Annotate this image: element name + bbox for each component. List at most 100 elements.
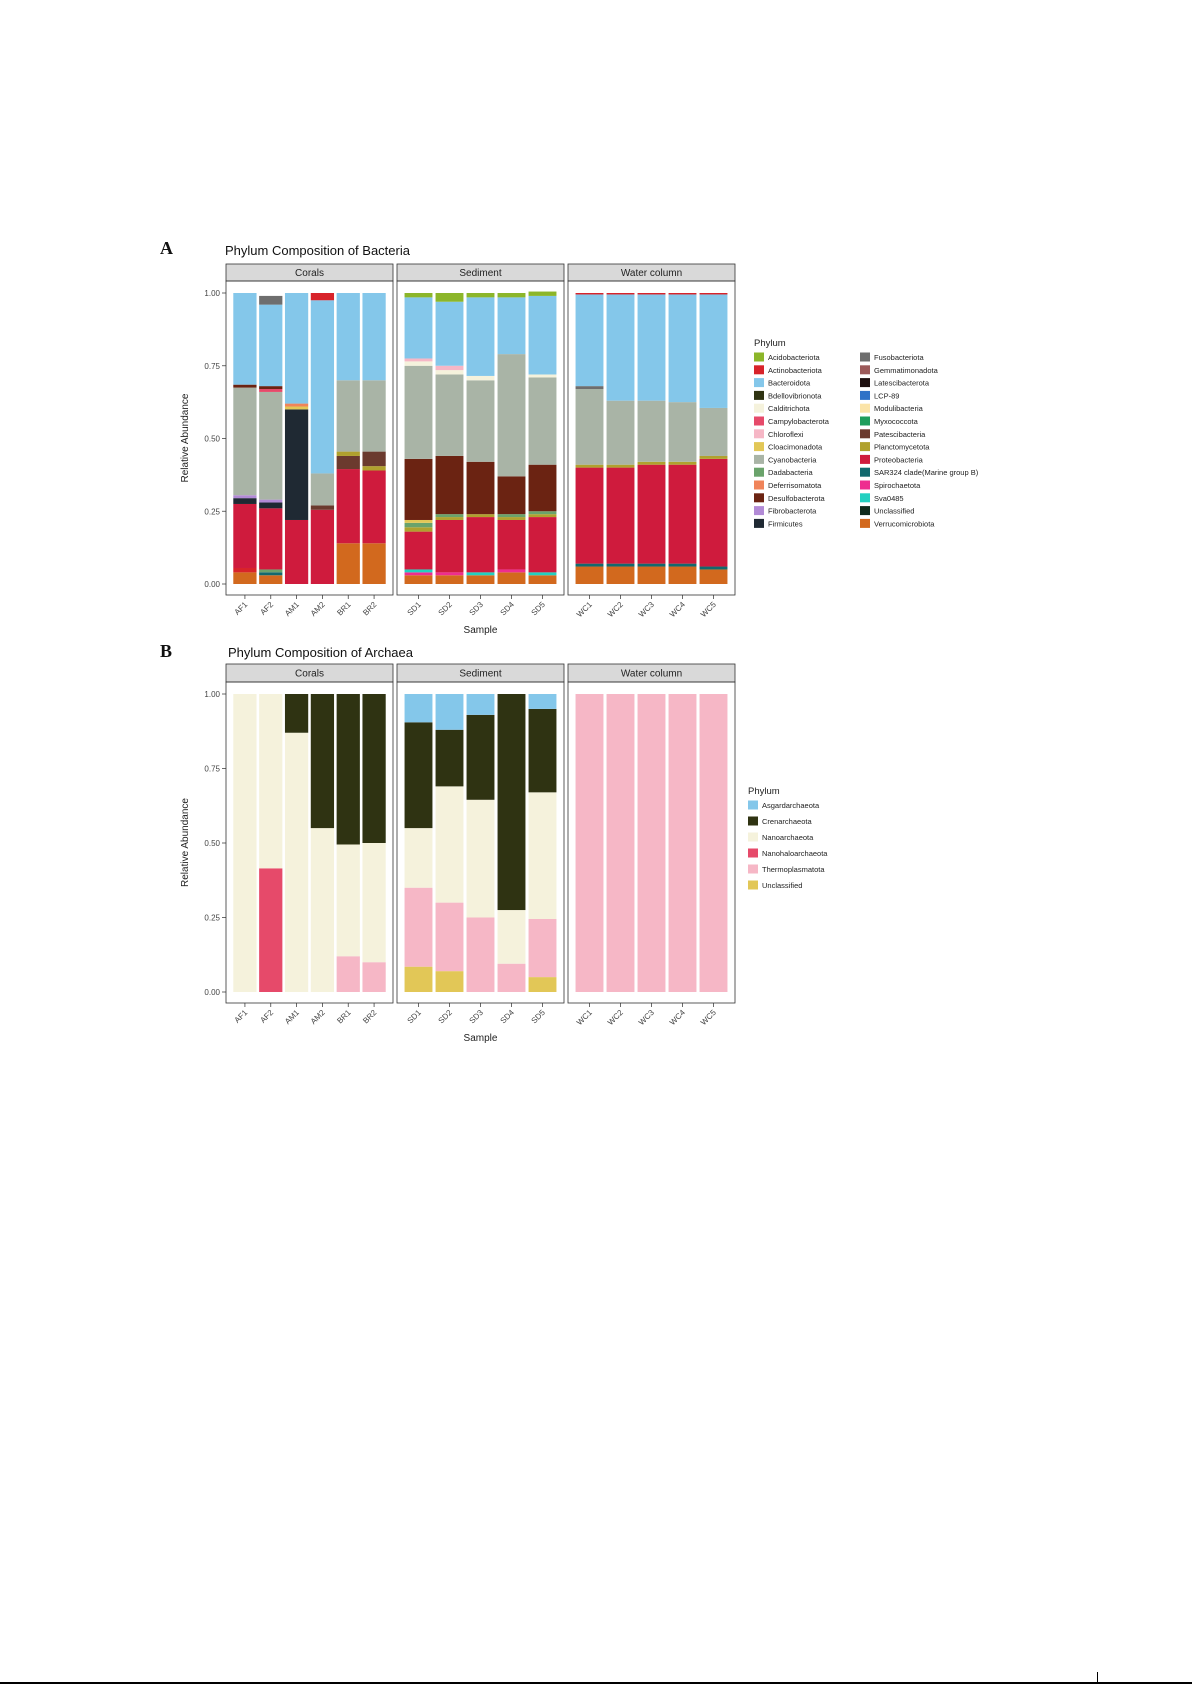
bar-segment	[435, 572, 464, 576]
bar-segment	[404, 966, 433, 992]
y-tick-label: 0.75	[204, 765, 220, 774]
bar-segment	[699, 566, 728, 570]
y-tick-label: 1.00	[204, 690, 220, 699]
legend-label: Bdellovibrionota	[768, 391, 822, 400]
bar-segment	[435, 455, 464, 515]
y-tick-label: 0.25	[204, 507, 220, 516]
legend-label: Nanoarchaeota	[762, 833, 814, 842]
bar-segment	[699, 293, 728, 295]
legend-label: Nanohaloarchaeota	[762, 849, 828, 858]
bar-segment	[284, 403, 309, 407]
bar-segment	[362, 470, 386, 544]
legend-swatch	[754, 518, 764, 528]
bar-segment	[310, 293, 335, 301]
x-tick-label: SD5	[530, 600, 548, 618]
bar-segment	[466, 917, 495, 992]
panel-a-letter: A	[160, 238, 173, 258]
bar-segment	[435, 517, 464, 520]
bar-segment	[404, 572, 433, 576]
bar-segment	[336, 451, 360, 456]
bar-segment	[362, 543, 386, 584]
legend-label: Cyanobacteria	[768, 455, 817, 464]
bar-segment	[497, 694, 526, 911]
legend-label: Spirochaetota	[874, 481, 921, 490]
legend-swatch	[860, 442, 870, 452]
bar-segment	[668, 461, 697, 465]
bar-segment	[528, 295, 557, 375]
bar-segment	[336, 543, 360, 584]
bar-segment	[668, 563, 697, 567]
bar-segment	[233, 387, 257, 496]
bar-segment	[259, 499, 283, 503]
legend-label: Deferrisomatota	[768, 481, 822, 490]
legend-swatch	[748, 816, 758, 826]
legend-label: Modulibacteria	[874, 404, 924, 413]
bar-segment	[528, 374, 557, 378]
bar-segment	[497, 354, 526, 477]
legend-swatch	[748, 800, 758, 810]
bar-segment	[466, 572, 495, 576]
legend-label: Unclassified	[874, 507, 914, 516]
bar-segment	[528, 517, 557, 573]
x-tick-label: WC5	[699, 600, 718, 619]
bar-segment	[404, 531, 433, 570]
bar-segment	[699, 455, 728, 459]
facet-panel-border	[567, 280, 736, 596]
legend-swatch	[860, 403, 870, 413]
y-tick-label: 0.25	[204, 914, 220, 923]
x-tick-label: AM1	[283, 1008, 301, 1026]
bar-segment	[233, 503, 257, 568]
bar-segment	[404, 458, 433, 520]
bar-segment	[699, 407, 728, 456]
bar-segment	[284, 293, 309, 404]
bar-segment	[362, 293, 386, 381]
bar-segment	[259, 502, 283, 509]
x-tick-label: AM2	[309, 600, 327, 618]
bar-segment	[404, 519, 433, 523]
bar-segment	[435, 365, 464, 371]
bar-segment	[310, 300, 335, 474]
bar-segment	[310, 694, 335, 829]
bar-segment	[284, 694, 309, 733]
bar-segment	[404, 365, 433, 459]
bar-segment	[528, 918, 557, 978]
bar-segment	[310, 505, 335, 510]
bar-segment	[528, 708, 557, 793]
bar-segment	[497, 297, 526, 355]
legend-label: Asgardarchaeota	[762, 801, 820, 810]
x-tick-label: SD1	[406, 600, 424, 618]
legend-label: Unclassified	[762, 881, 802, 890]
bar-segment	[435, 902, 464, 972]
legend-label: Myxococcota	[874, 417, 919, 426]
legend-swatch	[754, 467, 764, 477]
legend-label: Acidobacteriota	[768, 353, 821, 362]
bar-segment	[528, 291, 557, 296]
bar-segment	[668, 402, 697, 462]
panel-b-letter: B	[160, 641, 172, 661]
bar-segment	[575, 389, 604, 465]
y-axis-title: Relative Abundance	[180, 798, 191, 887]
legend-label: Crenarchaeota	[762, 817, 812, 826]
bar-segment	[497, 293, 526, 298]
legend-swatch	[754, 454, 764, 464]
bar-segment	[466, 714, 495, 800]
legend-swatch	[754, 378, 764, 388]
x-tick-label: SD3	[468, 600, 486, 618]
bar-segment	[233, 694, 257, 992]
legend-label: Bacteroidota	[768, 379, 811, 388]
bar-segment	[699, 294, 728, 408]
legend-label: Dadabacteria	[768, 468, 813, 477]
legend-swatch	[748, 880, 758, 890]
bar-segment	[575, 464, 604, 468]
bar-segment	[435, 370, 464, 375]
legend-label: SAR324 clade(Marine group B)	[874, 468, 979, 477]
bar-segment	[466, 694, 495, 715]
bar-segment	[259, 508, 283, 570]
bar-segment	[497, 963, 526, 992]
legend-label: Actinobacteriota	[768, 366, 823, 375]
bar-segment	[497, 910, 526, 964]
x-tick-label: WC2	[606, 1008, 625, 1027]
bar-segment	[259, 572, 283, 576]
bar-segment	[336, 455, 360, 470]
bar-segment	[284, 732, 309, 992]
